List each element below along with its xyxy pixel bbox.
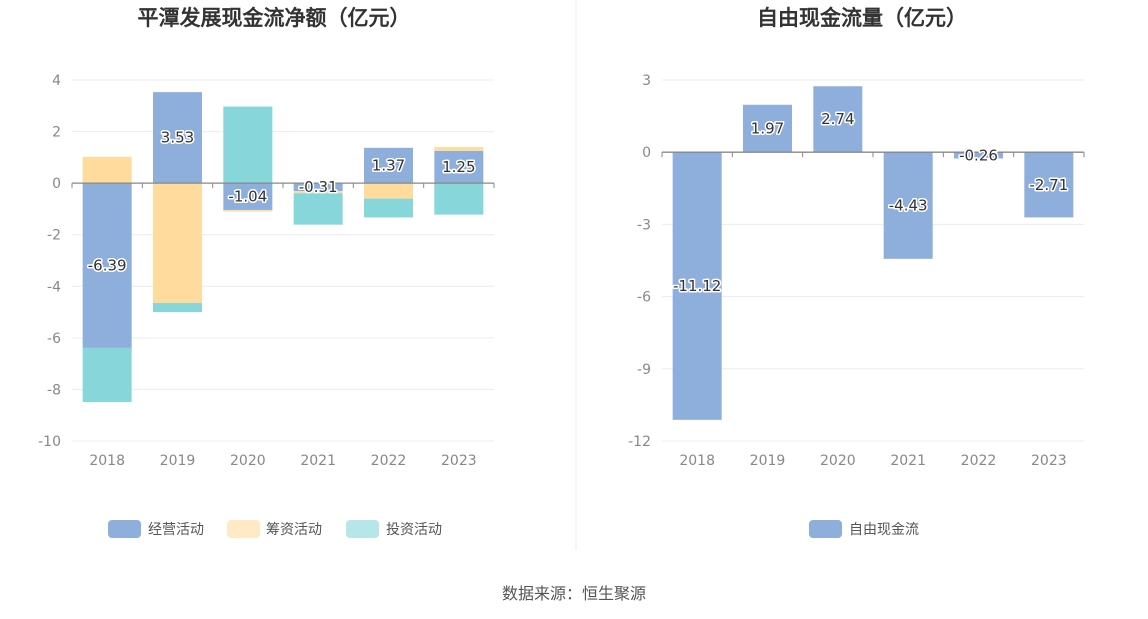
data-label: 1.25 [442,158,475,176]
data-label: 1.97 [751,119,784,137]
data-label: 2.74 [821,110,854,128]
y-tick-label: -6 [47,331,61,347]
bar [364,147,413,184]
y-tick-label: -6 [637,290,651,306]
bar [153,92,202,184]
legend-label: 自由现金流 [849,522,919,538]
bar [293,191,343,194]
x-tick-label: 2018 [89,453,125,469]
bar [293,183,343,192]
y-tick-label: 2 [52,125,61,141]
bar [434,147,484,151]
x-tick-label: 2020 [820,453,856,469]
legend-label: 投资活动 [386,522,442,538]
x-tick-label: 2023 [441,453,477,469]
data-label: -1.04 [228,188,267,206]
y-tick-label: -12 [628,434,651,450]
y-tick-label: 4 [52,73,61,89]
bar [82,183,132,348]
bar [153,183,202,304]
bar [672,152,722,420]
bar [223,209,273,212]
bar [364,183,413,199]
x-tick-label: 2021 [300,453,336,469]
x-tick-label: 2018 [679,453,715,469]
data-label: -6.39 [88,257,127,275]
legend-label: 经营活动 [148,522,204,538]
chart-title: 平潭发展现金流净额（亿元） [138,6,411,30]
bar [223,106,273,184]
data-label: 3.53 [161,129,194,147]
chart-title: 自由现金流量（亿元） [757,6,967,30]
legend-swatch [108,520,141,538]
x-tick-label: 2021 [890,453,926,469]
y-tick-label: -10 [38,434,61,450]
x-tick-label: 2020 [230,453,266,469]
bar [883,152,933,259]
data-label: -11.12 [673,277,721,295]
bar [153,303,202,313]
y-tick-label: 3 [642,73,651,89]
y-tick-label: -8 [47,382,61,398]
bar [293,193,343,225]
data-label: 1.37 [372,156,405,174]
bar [223,183,273,210]
cash-flow-net-chart: 平潭发展现金流净额（亿元） 4 2 0 -2 -4 -6 -8 -10 2018 2019 2020 2… [38,6,495,538]
bar [434,183,484,215]
x-tick-label: 2023 [1031,453,1067,469]
x-tick-label: 2019 [160,453,196,469]
bar [954,152,1003,159]
x-tick-label: 2022 [371,453,407,469]
data-label: -0.26 [959,146,998,164]
x-tick-label: 2019 [750,453,786,469]
bar [364,198,413,218]
data-source-note: 数据来源：恒生聚源 [501,584,646,603]
legend-label: 筹资活动 [266,521,322,538]
data-label: -2.71 [1029,176,1068,194]
y-tick-label: -3 [637,217,651,233]
y-tick-label: -2 [47,228,61,244]
legend-swatch [809,520,842,538]
bar [743,104,792,153]
bar [434,150,484,184]
x-tick-label: 2022 [961,453,997,469]
y-tick-label: 0 [642,145,651,161]
legend-swatch [346,520,379,538]
bar [82,347,132,403]
data-label: -4.43 [889,197,928,215]
y-tick-label: 0 [52,176,61,192]
legend-swatch [227,520,260,538]
data-label: -0.31 [299,178,338,196]
bar [82,156,132,184]
y-tick-label: -9 [637,362,651,378]
bar [813,86,863,153]
free-cash-flow-chart: 自由现金流量（亿元） 3 0 -3 -6 -9 -12 2018 2019 2020 2021 202… [628,6,1085,538]
y-tick-label: -4 [47,279,61,295]
bar [1024,152,1074,218]
